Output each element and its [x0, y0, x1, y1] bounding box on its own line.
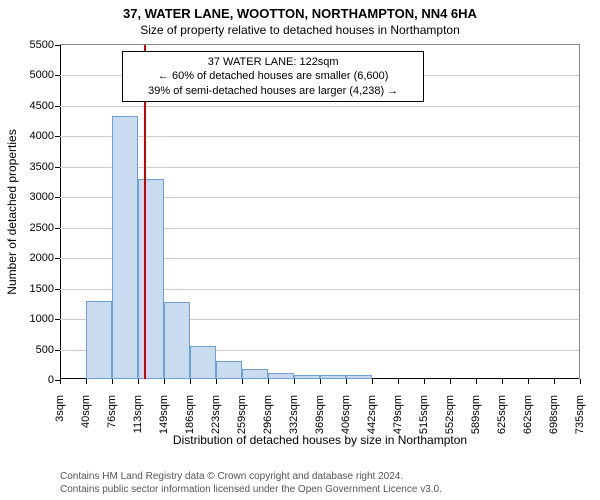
y-tick-label: 4000 — [30, 130, 60, 142]
x-tick-label: 552sqm — [444, 389, 456, 434]
y-tick-label: 3000 — [30, 191, 60, 203]
y-tick-label: 5500 — [30, 39, 60, 51]
x-tick — [346, 379, 347, 384]
x-tick-label: 186sqm — [184, 389, 196, 434]
x-tick — [580, 379, 581, 384]
x-tick — [60, 379, 61, 384]
histogram-bar — [268, 373, 294, 379]
x-tick-label: 479sqm — [392, 389, 404, 434]
x-tick — [268, 379, 269, 384]
footer-line: Contains public sector information licen… — [60, 483, 442, 496]
x-tick-label: 296sqm — [262, 389, 274, 434]
histogram-bar — [138, 179, 164, 379]
x-tick — [112, 379, 113, 384]
y-tick-label: 3500 — [30, 161, 60, 173]
x-tick — [450, 379, 451, 384]
histogram-bar — [86, 301, 112, 379]
x-tick — [372, 379, 373, 384]
histogram-bar — [294, 375, 320, 379]
x-tick-label: 259sqm — [236, 389, 248, 434]
x-tick — [164, 379, 165, 384]
x-tick — [242, 379, 243, 384]
histogram-chart: 0500100015002000250030003500400045005000… — [60, 44, 580, 379]
x-tick — [528, 379, 529, 384]
x-tick-label: 332sqm — [288, 389, 300, 434]
x-tick-label: 698sqm — [548, 389, 560, 434]
y-axis — [60, 45, 61, 379]
x-tick — [86, 379, 87, 384]
x-tick-label: 442sqm — [366, 389, 378, 434]
x-axis-label: Distribution of detached houses by size … — [60, 433, 580, 447]
histogram-bar — [216, 361, 242, 379]
y-tick-label: 0 — [48, 374, 60, 386]
footer-attribution: Contains HM Land Registry data © Crown c… — [60, 470, 442, 496]
x-tick-label: 76sqm — [106, 389, 118, 428]
x-tick — [398, 379, 399, 384]
x-tick-label: 589sqm — [470, 389, 482, 434]
x-tick-label: 113sqm — [132, 389, 144, 433]
x-tick — [424, 379, 425, 384]
histogram-bar — [242, 369, 268, 379]
x-tick-label: 223sqm — [210, 389, 222, 434]
y-tick-label: 5000 — [30, 69, 60, 81]
info-box: 37 WATER LANE: 122sqm← 60% of detached h… — [122, 51, 424, 102]
page-subtitle: Size of property relative to detached ho… — [0, 21, 600, 37]
info-box-line: 37 WATER LANE: 122sqm — [129, 55, 417, 69]
x-tick — [320, 379, 321, 384]
histogram-bar — [164, 302, 190, 379]
x-tick — [216, 379, 217, 384]
y-tick-label: 2000 — [30, 252, 60, 264]
x-tick-label: 406sqm — [340, 389, 352, 434]
gridline — [60, 106, 579, 107]
histogram-bar — [112, 116, 138, 379]
x-tick-label: 149sqm — [158, 389, 170, 434]
y-axis-label: Number of detached properties — [5, 129, 19, 294]
x-tick — [294, 379, 295, 384]
y-tick-label: 500 — [36, 344, 60, 356]
x-tick — [554, 379, 555, 384]
x-tick — [190, 379, 191, 384]
x-tick — [138, 379, 139, 384]
x-tick-label: 3sqm — [54, 389, 66, 422]
info-box-line: 39% of semi-detached houses are larger (… — [129, 84, 417, 98]
histogram-bar — [190, 346, 216, 380]
x-tick-label: 515sqm — [418, 389, 430, 434]
histogram-bar — [346, 375, 372, 379]
page-title: 37, WATER LANE, WOOTTON, NORTHAMPTON, NN… — [0, 0, 600, 21]
y-tick-label: 4500 — [30, 100, 60, 112]
x-tick-label: 735sqm — [574, 389, 586, 434]
histogram-bar — [320, 375, 346, 379]
x-tick-label: 369sqm — [314, 389, 326, 434]
x-tick — [502, 379, 503, 384]
x-tick-label: 40sqm — [80, 389, 92, 428]
y-tick-label: 2500 — [30, 222, 60, 234]
x-tick — [476, 379, 477, 384]
y-tick-label: 1500 — [30, 283, 60, 295]
info-box-line: ← 60% of detached houses are smaller (6,… — [129, 69, 417, 83]
y-tick-label: 1000 — [30, 313, 60, 325]
footer-line: Contains HM Land Registry data © Crown c… — [60, 470, 442, 483]
x-tick-label: 625sqm — [496, 389, 508, 434]
x-tick-label: 662sqm — [522, 389, 534, 434]
